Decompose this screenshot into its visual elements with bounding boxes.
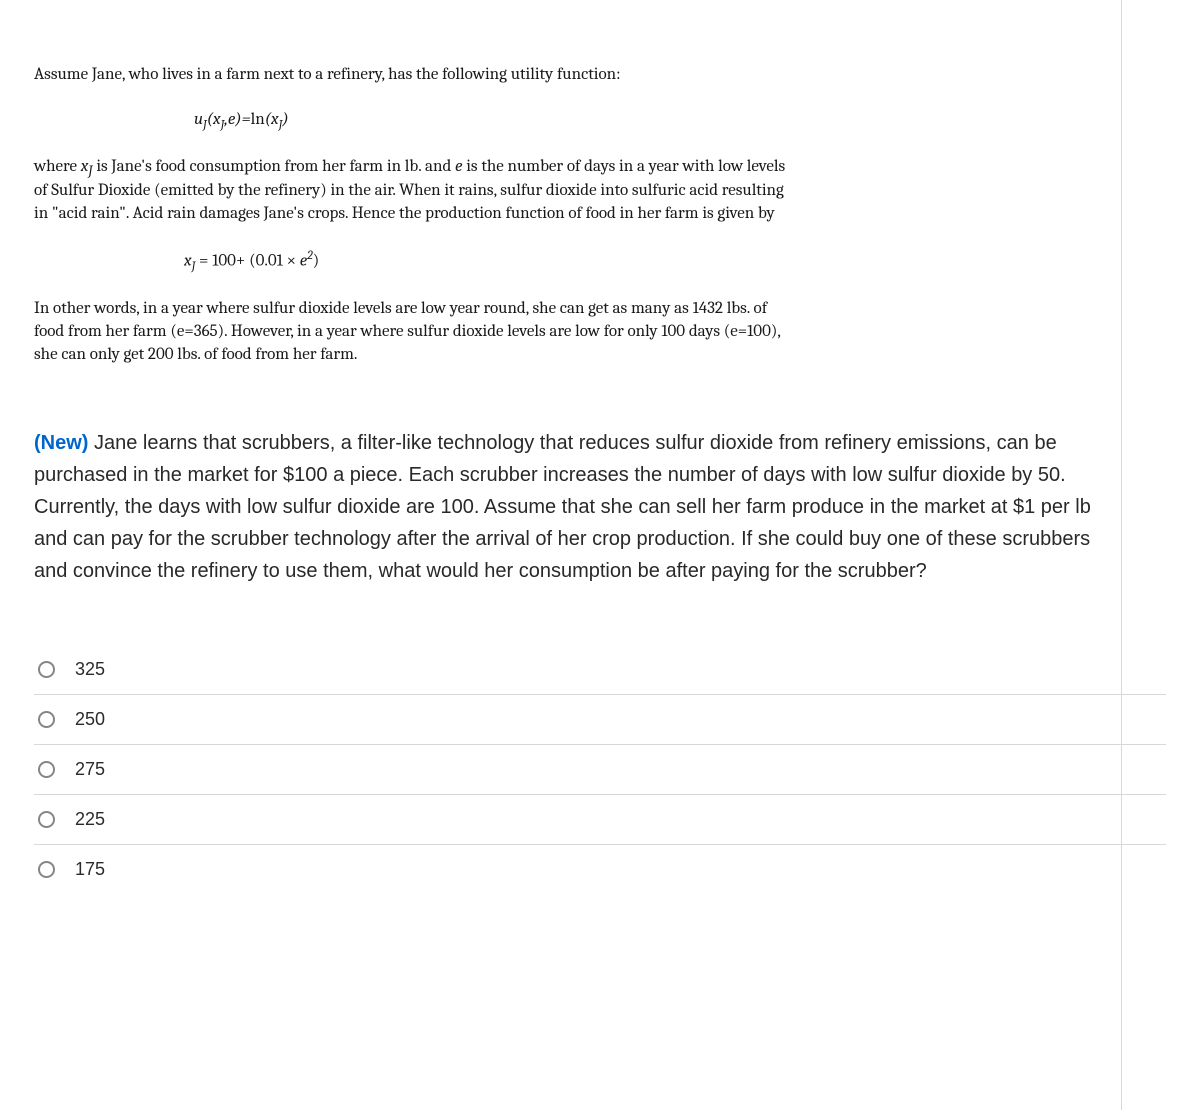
- option-row[interactable]: 325: [34, 645, 1166, 695]
- option-row[interactable]: 175: [34, 845, 1166, 894]
- scenario-block: Assume Jane, who lives in a farm next to…: [34, 64, 794, 367]
- question-body: Jane learns that scrubbers, a filter-lik…: [34, 432, 1091, 582]
- utility-formula: uJ(xJ,e)=ln(xJ): [194, 109, 794, 134]
- vertical-divider: [1121, 0, 1122, 1110]
- question-text: (New) Jane learns that scrubbers, a filt…: [34, 427, 1129, 587]
- scenario-para-2: where xJ is Jane's food consumption from…: [34, 156, 794, 226]
- production-formula: xJ = 100+ (0.01 × e2): [184, 248, 794, 276]
- radio-icon[interactable]: [38, 711, 55, 728]
- scenario-intro: Assume Jane, who lives in a farm next to…: [34, 64, 794, 87]
- option-label: 275: [75, 759, 105, 780]
- scenario-para-3: In other words, in a year where sulfur d…: [34, 298, 794, 367]
- option-label: 175: [75, 859, 105, 880]
- option-label: 225: [75, 809, 105, 830]
- option-row[interactable]: 225: [34, 795, 1166, 845]
- answer-options: 325 250 275 225 175: [34, 645, 1166, 894]
- option-row[interactable]: 250: [34, 695, 1166, 745]
- option-label: 325: [75, 659, 105, 680]
- radio-icon[interactable]: [38, 661, 55, 678]
- option-label: 250: [75, 709, 105, 730]
- new-label: (New): [34, 432, 88, 454]
- radio-icon[interactable]: [38, 811, 55, 828]
- radio-icon[interactable]: [38, 761, 55, 778]
- question-page: Assume Jane, who lives in a farm next to…: [0, 0, 1200, 924]
- option-row[interactable]: 275: [34, 745, 1166, 795]
- radio-icon[interactable]: [38, 861, 55, 878]
